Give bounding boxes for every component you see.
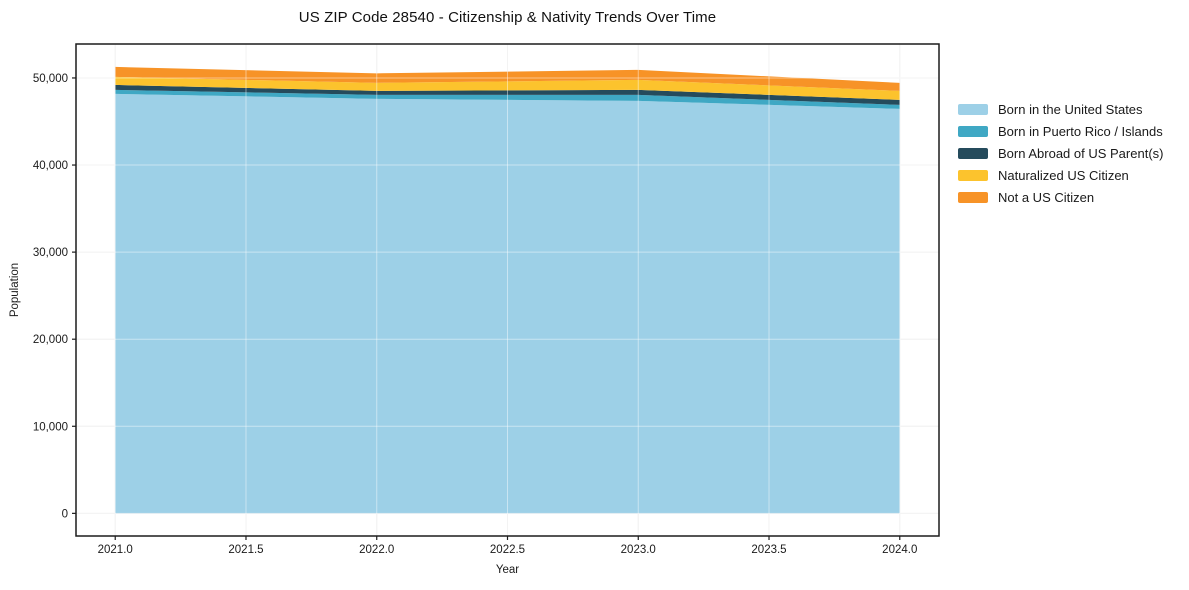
area-series-2: [115, 84, 900, 105]
y-tick-label: 40,000: [33, 160, 68, 172]
chart-title: US ZIP Code 28540 - Citizenship & Nativi…: [298, 9, 717, 26]
legend-label: Born Abroad of US Parent(s): [998, 146, 1164, 161]
x-tick-label: 2022.5: [490, 544, 525, 556]
y-tick-label: 20,000: [33, 334, 68, 346]
y-tick-label: 10,000: [33, 421, 68, 433]
legend-label: Born in Puerto Rico / Islands: [998, 124, 1163, 139]
legend-item-3: Naturalized US Citizen: [958, 168, 1163, 183]
area-series-0: [115, 93, 900, 514]
y-tick-label: 30,000: [33, 247, 68, 259]
x-tick-label: 2024.0: [882, 544, 917, 556]
y-tick-label: 0: [62, 508, 68, 520]
area-series-3: [115, 76, 900, 100]
legend-label: Not a US Citizen: [998, 190, 1095, 205]
y-tick-label: 50,000: [33, 73, 68, 85]
legend-swatch: [958, 148, 988, 159]
x-tick-label: 2021.0: [98, 544, 133, 556]
legend-swatch: [958, 104, 988, 115]
legend-item-4: Not a US Citizen: [958, 190, 1163, 205]
legend-swatch: [958, 170, 988, 181]
y-axis-label: Population: [9, 262, 21, 318]
legend-swatch: [958, 192, 988, 203]
legend-item-0: Born in the United States: [958, 102, 1163, 117]
area-series-4: [115, 66, 900, 91]
x-tick-label: 2021.5: [228, 544, 263, 556]
legend-item-2: Born Abroad of US Parent(s): [958, 146, 1164, 161]
legend: Born in the United States Born in Puerto …: [958, 102, 1164, 205]
legend-label: Born in the United States: [998, 102, 1143, 117]
x-tick-label: 2023.0: [621, 544, 656, 556]
x-tick-label: 2022.0: [359, 544, 394, 556]
area-series-1: [115, 89, 900, 109]
x-tick-label: 2023.5: [751, 544, 786, 556]
legend-swatch: [958, 126, 988, 137]
legend-item-1: Born in Puerto Rico / Islands: [958, 124, 1163, 139]
legend-label: Naturalized US Citizen: [998, 168, 1129, 183]
x-axis-label: Year: [495, 564, 520, 576]
